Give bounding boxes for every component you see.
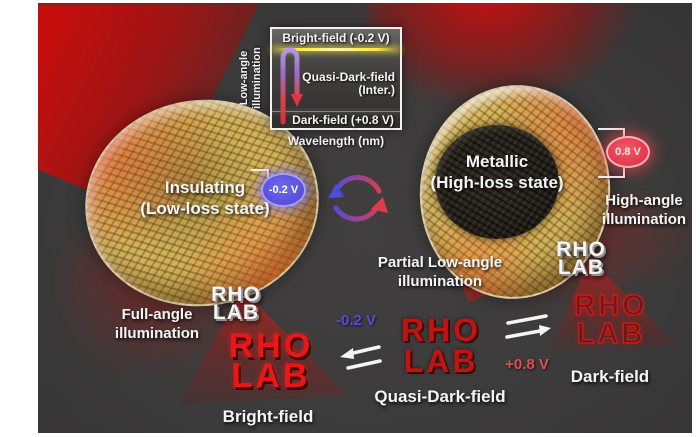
sample-text-right: RHO LAB — [541, 239, 621, 279]
y-axis-line2: illumination — [251, 47, 263, 109]
to-dark-voltage-label: +0.8 V — [505, 356, 549, 373]
inset-spectrum-chart: Bright-field (-0.2 V) Quasi-Dark-field (… — [270, 27, 402, 130]
y-axis-line1: Low-angle — [238, 50, 250, 106]
partial-line1: Partial Low-angle — [377, 254, 503, 271]
partial-line2: illumination — [397, 273, 483, 290]
quasi-image-line2: LAB — [403, 343, 479, 379]
partial-low-angle-illumination-label: Partial Low-angle illumination — [360, 253, 520, 291]
right-reaction-arrows-icon — [505, 314, 551, 339]
to-bright-voltage-label: -0.2 V — [335, 312, 377, 329]
inset-bright-field-label: Bright-field (-0.2 V) — [282, 31, 390, 45]
resonance-yellow-line — [272, 48, 400, 51]
high-angle-illumination-label: High-angle illumination — [584, 191, 692, 229]
sample-left-line2: LAB — [212, 301, 260, 324]
quasi-image-line1: RHO — [400, 312, 482, 348]
metallic-state-label: Metallic (High-loss state) — [412, 151, 582, 193]
left-reaction-arrows-icon — [340, 345, 382, 370]
metallic-line2: (High-loss state) — [430, 173, 564, 192]
negative-voltage-badge: -0.2 V — [261, 173, 306, 207]
dark-field-gray-line — [272, 111, 400, 112]
insulating-state-label: Insulating (Low-loss state) — [115, 177, 295, 219]
bright-image-line2: LAB — [231, 357, 311, 395]
insulating-line1: Insulating — [164, 178, 246, 197]
high-angle-line1: High-angle — [605, 192, 683, 209]
bright-field-image-text: RHO LAB — [181, 329, 361, 395]
high-angle-line2: illumination — [601, 211, 687, 228]
full-angle-line1: Full-angle — [121, 306, 193, 323]
quasi-dark-field-caption: Quasi-Dark-field — [374, 387, 506, 406]
positive-voltage-badge: 0.8 V — [606, 136, 650, 168]
dark-field-caption: Dark-field — [570, 367, 650, 386]
low-angle-axis-label: Low-angle illumination — [238, 36, 264, 120]
figure-canvas: Insulating (Low-loss state) -0.2 V Metal… — [38, 3, 692, 433]
bright-field-caption: Bright-field — [222, 407, 314, 426]
cycle-arrows-icon — [328, 175, 388, 222]
wavelength-axis-label: Wavelength (nm) — [287, 134, 385, 148]
insulating-line2: (Low-loss state) — [140, 199, 270, 218]
metallic-line1: Metallic — [465, 152, 529, 171]
hairpin-arrow-icon — [280, 47, 303, 125]
sample-text-left: RHO LAB — [196, 284, 276, 324]
sample-right-line2: LAB — [557, 256, 605, 279]
quasi-dark-field-image-text: RHO LAB — [351, 312, 531, 379]
